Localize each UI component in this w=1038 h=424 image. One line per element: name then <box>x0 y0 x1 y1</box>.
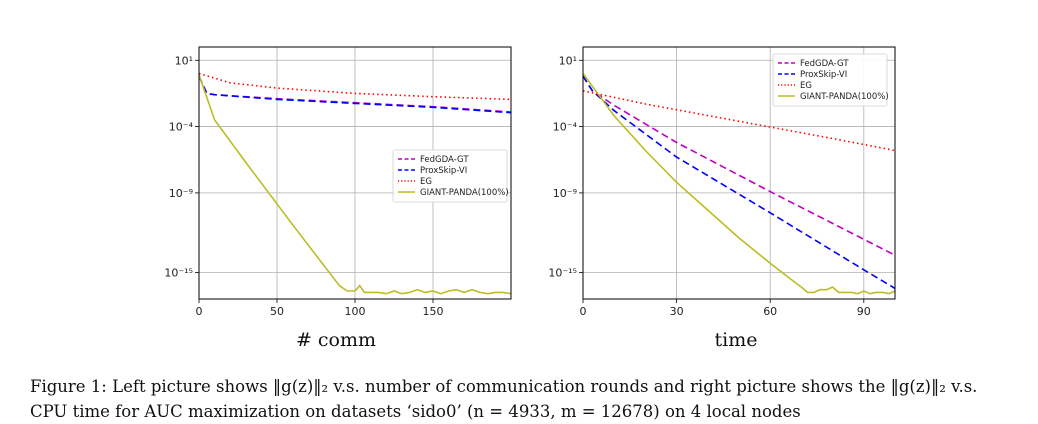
x-axis-label: time <box>715 329 758 351</box>
legend-label: EG <box>420 177 432 187</box>
y-tick-label: 10⁻⁹ <box>553 187 577 200</box>
y-tick-label: 10¹ <box>175 54 193 67</box>
x-tick-label: 150 <box>423 305 444 318</box>
legend-label: ProxSkip-VI <box>800 70 847 80</box>
y-tick-label: 10⁻¹⁵ <box>548 266 577 279</box>
legend-label: GIANT-PANDA(100%) <box>800 92 889 102</box>
x-tick-label: 90 <box>857 305 871 318</box>
plot-frame <box>582 46 896 300</box>
legend-label: FedGDA-GT <box>800 59 849 69</box>
x-tick-label: 100 <box>345 305 366 318</box>
series-line-giant-panda-100- <box>583 73 895 295</box>
legend-label: GIANT-PANDA(100%) <box>420 188 509 198</box>
series-line-proxskip-vi <box>583 75 895 290</box>
x-tick-label: 0 <box>580 305 587 318</box>
series-line-eg <box>199 72 511 101</box>
caption-line-1: Figure 1: Left picture shows ‖g(z)‖₂ v.s… <box>30 377 978 396</box>
left-chart: 0 50 100 150 10¹ 10⁻⁴ 10⁻⁹ 10⁻¹⁵ # comm FedGDA-GT… <box>164 46 512 351</box>
x-tick-label: 60 <box>763 305 777 318</box>
y-tick-label: 10⁻¹⁵ <box>164 266 193 279</box>
x-tick-label: 30 <box>670 305 684 318</box>
series-line-eg <box>583 90 895 152</box>
x-tick-label: 0 <box>196 305 203 318</box>
figure-caption: Figure 1: Left picture shows ‖g(z)‖₂ v.s… <box>30 374 1030 424</box>
legend-label: FedGDA-GT <box>420 155 469 165</box>
y-tick-label: 10⁻⁹ <box>169 187 193 200</box>
series-line-proxskip-vi <box>199 75 511 114</box>
series-line-giant-panda-100- <box>199 74 511 295</box>
caption-line-2: CPU time for AUC maximization on dataset… <box>30 402 801 421</box>
plot-frame <box>198 46 512 300</box>
y-tick-label: 10¹ <box>559 54 577 67</box>
right-chart: 0 30 60 90 10¹ 10⁻⁴ 10⁻⁹ 10⁻¹⁵ time FedGDA-GTProx… <box>548 46 896 351</box>
x-axis-label: # comm <box>296 329 376 351</box>
legend-box <box>392 149 508 203</box>
y-tick-label: 10⁻⁴ <box>553 121 578 134</box>
legend-label: ProxSkip-VI <box>420 166 467 176</box>
legend-label: EG <box>800 81 812 91</box>
legend-box <box>772 53 888 107</box>
x-tick-label: 50 <box>270 305 284 318</box>
y-tick-label: 10⁻⁴ <box>169 121 194 134</box>
